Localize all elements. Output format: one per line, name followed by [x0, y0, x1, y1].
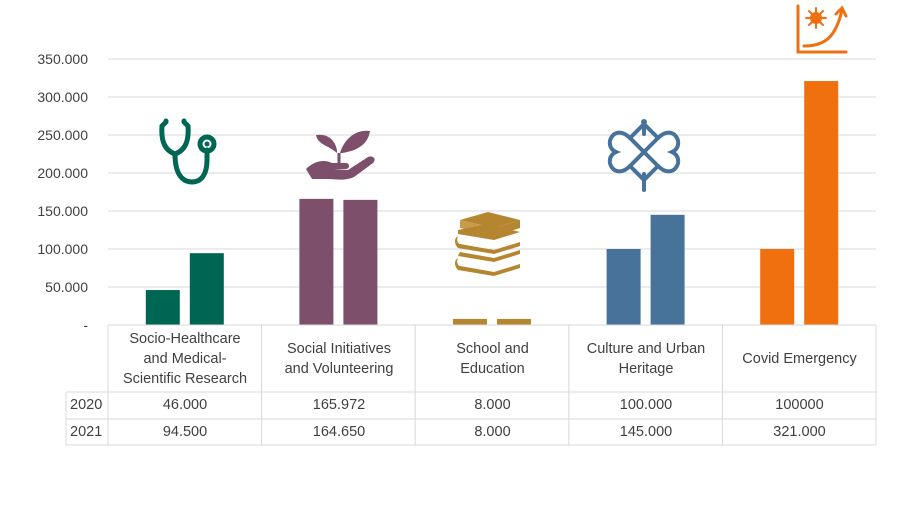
stethoscope-icon [159, 118, 217, 185]
bar-2020-1 [299, 198, 334, 325]
table-cell: 8.000 [474, 397, 511, 413]
bar-2020-3 [606, 249, 641, 325]
bar-2021-1 [343, 199, 378, 325]
table-cell: 164.650 [312, 424, 366, 440]
series-label-2020: 2020 [70, 397, 103, 413]
bar-2021-4 [804, 81, 839, 325]
y-tick-label: 200.000 [37, 165, 88, 181]
virus-growth-icon [796, 4, 848, 54]
bar-2021-2 [497, 318, 531, 325]
y-tick-label: 150.000 [37, 203, 88, 219]
category-label: Social Initiatives and Volunteering [262, 326, 416, 392]
category-label-text: Social Initiatives and Volunteering [284, 341, 394, 377]
category-label: Culture and Urban Heritage [569, 326, 723, 392]
category-label: Socio-Healthcare and Medical- Scientific… [108, 326, 262, 392]
category-label: School and Education [416, 326, 569, 392]
table-cell: 46.000 [162, 397, 208, 413]
series-label-2021: 2021 [70, 424, 103, 440]
table-cell: 321.000 [773, 424, 826, 440]
bar-2020-4 [760, 249, 795, 325]
y-tick-label: 350.000 [37, 51, 88, 67]
table-cell: 100.000 [619, 397, 673, 413]
table-cell: 165.972 [312, 397, 366, 413]
table-cell: 145.000 [619, 424, 673, 440]
category-label-text: Covid Emergency [742, 351, 857, 367]
y-tick-label: 300.000 [37, 89, 88, 105]
endless-knot-icon [607, 119, 681, 192]
bar-2020-0 [145, 290, 180, 325]
books-icon [455, 212, 520, 276]
y-axis: - 50.000 100.000 150.000 200.000 250.000 300.0… [37, 51, 88, 333]
y-tick-label: 250.000 [37, 127, 88, 143]
category-label-text: School and Education [456, 341, 529, 377]
table-cell: 94.500 [162, 424, 208, 440]
y-tick-label: 100.000 [37, 241, 88, 257]
bar-2021-3 [650, 214, 685, 325]
y-tick-label: 50.000 [45, 279, 88, 295]
table-cell: 8.000 [474, 424, 511, 440]
category-label: Covid Emergency [723, 326, 876, 392]
category-label-text: Socio-Healthcare and Medical- Scientific… [122, 331, 248, 387]
gridlines [108, 58, 876, 288]
bar-2020-2 [453, 318, 487, 325]
category-label-text: Culture and Urban Heritage [586, 341, 706, 377]
data-table-lines [65, 324, 877, 446]
y-tick-label: - [83, 317, 88, 333]
bar-2021-0 [189, 253, 224, 325]
bars [145, 81, 839, 325]
table-cell: 100000 [775, 397, 824, 413]
hand-plant-icon [306, 130, 375, 180]
